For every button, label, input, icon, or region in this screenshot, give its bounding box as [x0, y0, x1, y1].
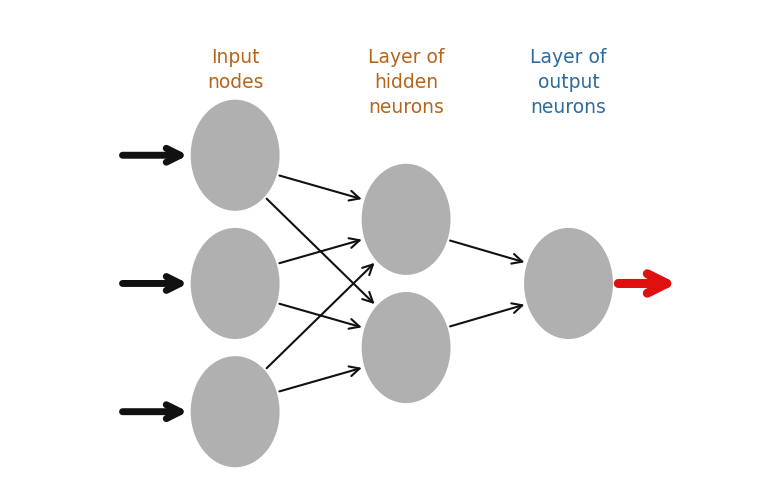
Text: Layer of
output
neurons: Layer of output neurons — [531, 49, 607, 118]
Ellipse shape — [362, 164, 450, 275]
Text: Layer of
hidden
neurons: Layer of hidden neurons — [368, 49, 444, 118]
Ellipse shape — [191, 228, 279, 339]
Ellipse shape — [524, 228, 613, 339]
Ellipse shape — [191, 99, 279, 211]
Ellipse shape — [191, 356, 279, 467]
Text: Input
nodes: Input nodes — [207, 49, 264, 93]
Ellipse shape — [362, 292, 450, 403]
